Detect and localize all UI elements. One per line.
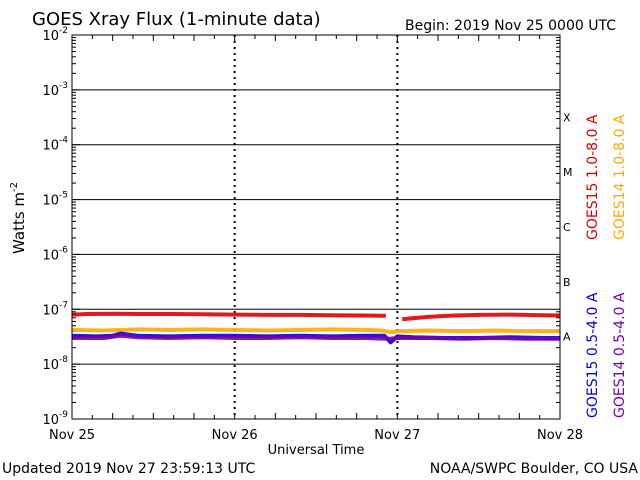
y-tick-label: 10-3 <box>42 81 68 99</box>
begin-label: Begin: 2019 Nov 25 0000 UTC <box>405 18 616 34</box>
plot-border <box>71 34 561 420</box>
flare-class-label: C <box>563 221 571 234</box>
y-tick-base: 10 <box>42 303 59 318</box>
legend-entry: GOES15 0.5-4.0 A <box>585 292 601 418</box>
plot-area <box>71 34 561 420</box>
y-tick-exponent: -3 <box>59 81 68 91</box>
data-source-credit: NOAA/SWPC Boulder, CO USA <box>430 461 639 477</box>
y-tick-label: 10-5 <box>42 191 68 209</box>
y-tick-base: 10 <box>42 413 59 428</box>
flare-class-labels: X M C B A <box>563 111 573 343</box>
y-tick-label: 10-6 <box>42 245 68 263</box>
y-tick-labels: 10-210-310-410-510-610-710-810-9 <box>42 26 68 428</box>
flare-class-label: X <box>563 111 571 124</box>
y-tick-label: 10-8 <box>42 355 68 373</box>
y-tick-base: 10 <box>42 84 59 99</box>
y-tick-base: 10 <box>42 194 59 209</box>
x-tick-label: Nov 25 <box>49 428 95 443</box>
y-tick-label: 10-7 <box>42 300 68 318</box>
y-axis-label-exponent: -2 <box>9 182 20 192</box>
chart-title: GOES Xray Flux (1-minute data) <box>32 9 321 30</box>
y-tick-exponent: -7 <box>59 300 68 310</box>
y-axis-label: Watts m-2 <box>9 182 28 254</box>
y-tick-base: 10 <box>42 139 59 154</box>
legend-entry: GOES14 0.5-4.0 A <box>612 292 628 418</box>
y-tick-exponent: -8 <box>59 355 68 365</box>
y-tick-base: 10 <box>42 29 59 44</box>
legend-entry: GOES15 1.0-8.0 A <box>585 114 601 240</box>
flare-class-label: B <box>563 276 571 289</box>
x-axis-label: Universal Time <box>268 443 365 458</box>
flare-class-label: M <box>563 166 573 179</box>
y-tick-base: 10 <box>42 358 59 373</box>
x-tick-labels: Nov 25 Nov 26 Nov 27 Nov 28 <box>49 428 583 443</box>
y-axis-label-text: Watts m <box>10 192 28 254</box>
legend-entry: GOES14 1.0-8.0 A <box>612 114 628 240</box>
flare-class-label: A <box>563 331 571 344</box>
updated-timestamp: Updated 2019 Nov 27 23:59:13 UTC <box>2 461 255 477</box>
x-tick-label: Nov 26 <box>212 428 258 443</box>
y-tick-exponent: -2 <box>59 26 68 36</box>
y-tick-base: 10 <box>42 248 59 263</box>
series-line-4 <box>72 333 560 341</box>
svg-text:Watts m-2: Watts m-2 <box>9 182 28 254</box>
series-line-1 <box>71 311 561 322</box>
y-tick-exponent: -4 <box>59 136 68 146</box>
x-tick-label: Nov 28 <box>537 428 583 443</box>
y-tick-exponent: -5 <box>59 191 68 201</box>
y-tick-label: 10-9 <box>42 410 68 428</box>
legend: GOES15 1.0-8.0 A GOES14 1.0-8.0 A GOES15 0… <box>585 114 628 418</box>
y-tick-exponent: -6 <box>59 245 68 255</box>
y-tick-label: 10-2 <box>42 26 68 44</box>
y-tick-label: 10-4 <box>42 136 68 154</box>
y-tick-exponent: -9 <box>59 410 68 420</box>
series-line-2 <box>71 327 560 335</box>
x-tick-label: Nov 27 <box>374 428 420 443</box>
